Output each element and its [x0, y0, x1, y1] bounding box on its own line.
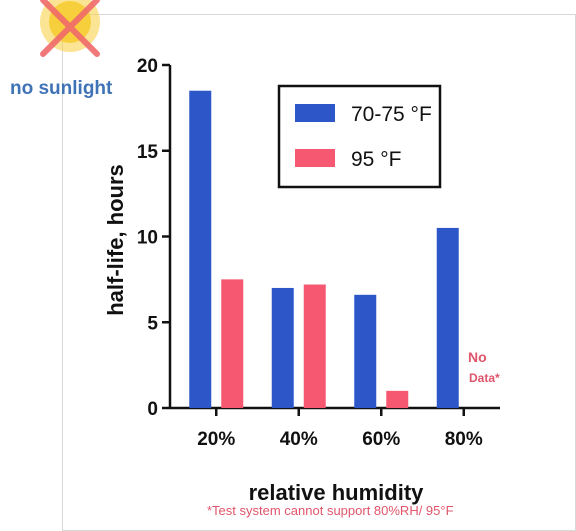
legend-label: 95 °F	[351, 148, 401, 171]
no-data-annotation: No	[468, 349, 487, 365]
y-tick-label: 20	[137, 56, 158, 77]
y-axis-label: half-life, hours	[103, 164, 128, 316]
y-tick-label: 0	[147, 399, 158, 420]
bar-series1-60pct	[354, 294, 377, 408]
legend-label: 70-75 °F	[351, 103, 432, 126]
annotations: No Data*	[468, 349, 500, 385]
legend: 70-75 °F 95 °F	[277, 84, 442, 189]
cross-icon	[40, 0, 100, 57]
y-tick-label: 5	[147, 313, 158, 334]
no-sunlight-icon	[40, 0, 100, 57]
y-tick-label: 15	[137, 142, 159, 163]
ticks: 0 5 10 15 20 20% 40% 60% 80%	[137, 56, 483, 450]
bar-series1-40pct	[271, 287, 294, 408]
no-sunlight-label: no sunlight	[10, 78, 113, 99]
x-tick-label: 40%	[280, 429, 318, 450]
x-tick-label: 20%	[197, 429, 235, 450]
legend-swatch	[295, 149, 335, 167]
bar-series2-40pct	[303, 284, 326, 408]
bar-series2-60pct	[386, 390, 409, 408]
bars	[189, 90, 459, 408]
x-tick-label: 80%	[445, 429, 483, 450]
legend-box	[277, 84, 442, 189]
x-tick-label: 60%	[362, 429, 400, 450]
y-tick-label: 10	[137, 228, 158, 249]
bar-series1-80pct	[436, 227, 459, 408]
x-axis-label: relative humidity	[249, 480, 425, 505]
bar-series2-20pct	[221, 279, 244, 408]
bar-series1-20pct	[189, 90, 212, 408]
footnote: *Test system cannot support 80%RH/ 95°F	[207, 503, 454, 518]
no-data-annotation: Data*	[469, 371, 500, 385]
legend-swatch	[295, 104, 335, 122]
